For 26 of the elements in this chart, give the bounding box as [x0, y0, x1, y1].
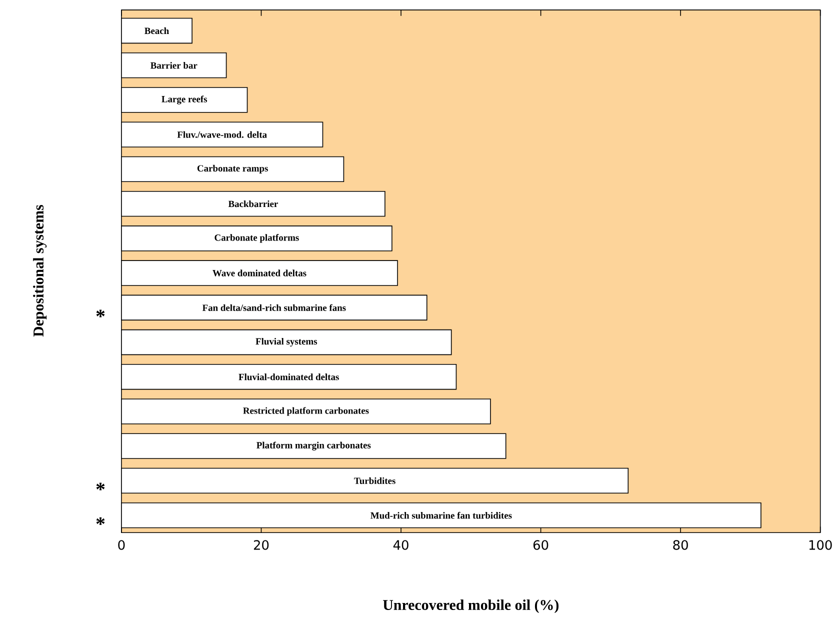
y-tick-label: Fluvial systems: [256, 338, 318, 346]
y-tick-label: Turbidites: [354, 477, 396, 484]
y-tick-label: Wave dominated deltas: [212, 270, 306, 276]
x-tick-label: 0: [118, 540, 125, 550]
y-tick-label: Fluvial-dominated deltas: [238, 373, 339, 380]
text: *: [96, 310, 105, 318]
y-axis-title: Depositional systems: [33, 204, 47, 337]
y-tick-label: Barrier bar: [150, 62, 198, 69]
text: *: [96, 482, 105, 490]
y-tick-label: Mud-rich submarine fan turbidites: [370, 512, 512, 519]
y-tick-label: Fluv./wave-mod. delta: [177, 131, 267, 138]
x-tick-label: 100: [809, 540, 832, 550]
y-tick-label: Platform margin carbonates: [256, 442, 371, 450]
y-tick-label: Beach: [144, 27, 169, 34]
x-tick-label: 40: [393, 540, 408, 550]
y-tick-label: Carbonate ramps: [197, 164, 268, 174]
text: *: [96, 517, 105, 525]
x-tick-label: 80: [673, 540, 688, 550]
x-axis-title: Unrecovered mobile oil (%): [383, 599, 559, 613]
x-tick-label: 20: [254, 540, 269, 550]
y-tick-label: Fan delta/sand-rich submarine fans: [202, 304, 346, 311]
y-tick-label: Backbarrier: [228, 200, 278, 208]
y-tick-label: Carbonate platforms: [214, 234, 299, 243]
x-tick-label: 60: [533, 540, 548, 550]
y-tick-label: Restricted platform carbonates: [243, 407, 369, 416]
y-tick-label: Large reefs: [162, 95, 208, 104]
